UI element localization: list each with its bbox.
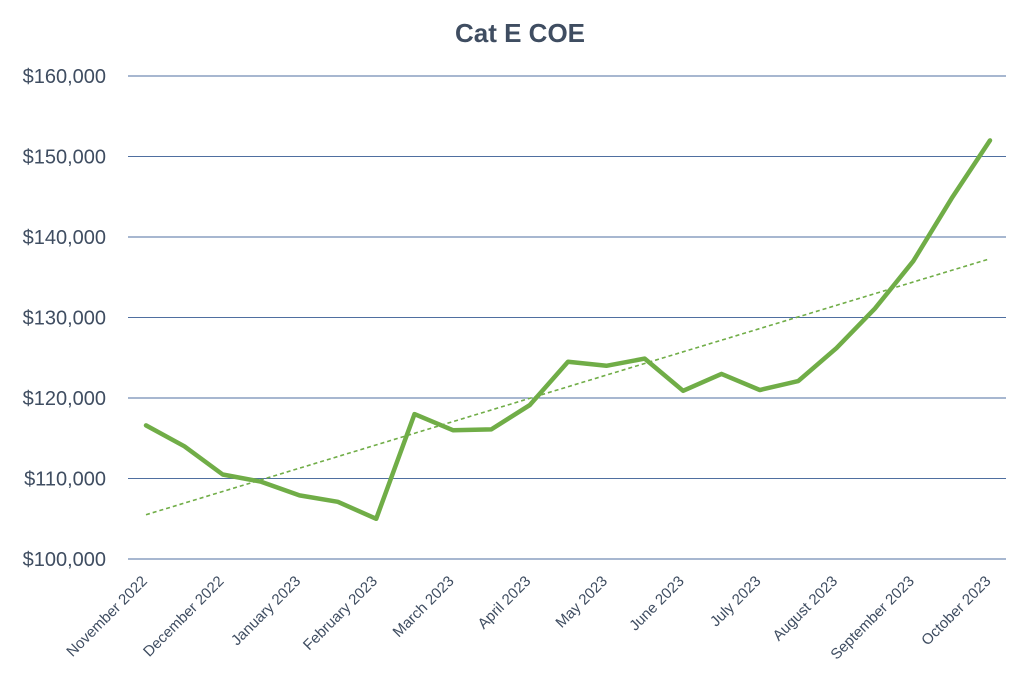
x-tick-label: November 2022 (63, 573, 150, 660)
x-tick-label: July 2023 (707, 573, 764, 630)
x-tick-label: August 2023 (770, 573, 842, 645)
y-tick-label: $120,000 (23, 388, 106, 410)
x-tick-label: September 2023 (827, 573, 917, 663)
series-line (143, 138, 993, 522)
x-tick-label: December 2022 (140, 573, 227, 660)
y-tick-label: $150,000 (23, 147, 106, 169)
chart-title: Cat E COE (454, 18, 586, 48)
trendline (145, 257, 991, 516)
x-tick-label: April 2023 (475, 573, 535, 633)
x-tick-label: March 2023 (390, 573, 458, 641)
gridlines (128, 75, 1006, 560)
x-tick-label: June 2023 (626, 573, 688, 635)
x-tick-label: October 2023 (918, 573, 994, 649)
y-tick-label: $160,000 (23, 66, 106, 88)
y-tick-label: $140,000 (23, 227, 106, 249)
y-tick-label: $130,000 (23, 308, 106, 330)
x-tick-label: May 2023 (552, 573, 611, 632)
x-tick-label: January 2023 (228, 573, 304, 649)
y-tick-label: $100,000 (23, 549, 106, 571)
y-axis-tick-labels: $100,000 $110,000 $120,000 $130,000 $140,000… (23, 66, 106, 571)
y-tick-label: $110,000 (24, 469, 106, 491)
x-tick-label: February 2023 (300, 573, 381, 654)
